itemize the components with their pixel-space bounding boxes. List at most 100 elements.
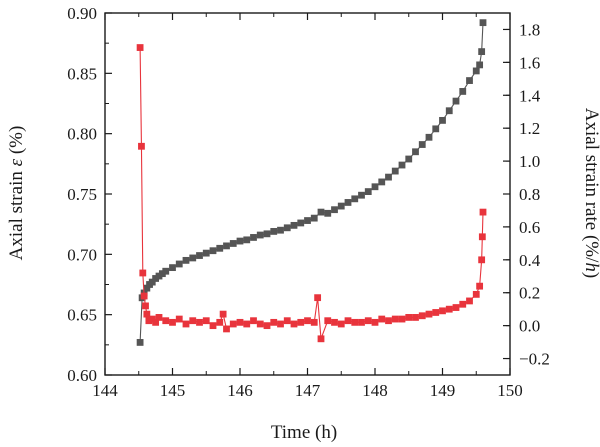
series-1-point xyxy=(136,339,144,346)
series-2-point xyxy=(478,233,486,241)
series-1-point xyxy=(459,88,467,95)
y-right-label-prefix: Axial strain rate (%/ xyxy=(581,108,600,263)
series-2-point xyxy=(152,318,160,326)
series-1-point xyxy=(223,242,230,250)
y-left-label-suffix: (%) xyxy=(6,126,27,159)
y-right-tick-label: 0.6 xyxy=(519,218,540,237)
y-right-tick-label: 1.6 xyxy=(519,53,540,72)
series-2-point xyxy=(425,310,433,318)
series-2-point xyxy=(277,320,284,328)
series-1-point xyxy=(202,249,210,257)
y-right-tick-label: 1.8 xyxy=(519,20,540,39)
series-1-point xyxy=(143,284,151,292)
x-tick-label: 150 xyxy=(497,381,523,400)
series-1-point xyxy=(418,141,426,148)
x-tick-label: 146 xyxy=(227,381,253,400)
series-1-point xyxy=(175,260,183,268)
series-2 xyxy=(136,44,487,343)
series-2-point xyxy=(175,315,183,323)
series-2-point xyxy=(472,290,480,298)
series-1-point xyxy=(162,267,170,275)
series-2-point xyxy=(196,318,203,326)
y-right-label-symbol: h xyxy=(581,262,600,272)
y-left-tick-label: 0.65 xyxy=(67,306,97,325)
series-1-point xyxy=(358,191,365,199)
series-2-point xyxy=(324,317,332,325)
series-1-point xyxy=(250,234,257,241)
series-1-point xyxy=(478,48,486,56)
series-2-point xyxy=(314,294,322,302)
series-2-point xyxy=(142,302,149,310)
series-2-point xyxy=(283,317,291,325)
x-tick-label: 148 xyxy=(362,381,388,400)
series-2-point xyxy=(243,320,251,328)
series-2-point xyxy=(202,317,210,325)
series-1-point xyxy=(148,278,156,286)
series-2-point xyxy=(290,320,298,328)
y-left-label-symbol: ε xyxy=(6,158,27,166)
series-2-point xyxy=(412,314,419,321)
series-2-point xyxy=(351,318,359,326)
series-2-point xyxy=(432,309,440,316)
series-1-point xyxy=(439,116,446,124)
x-tick-label: 149 xyxy=(430,381,456,400)
series-1-point xyxy=(351,195,359,203)
series-1-point xyxy=(297,219,305,227)
series-1-point xyxy=(317,208,325,216)
series-1-point xyxy=(476,61,484,69)
y-left-tick-label: 0.90 xyxy=(67,4,97,23)
series-2-point xyxy=(337,320,345,328)
series-layer xyxy=(136,19,487,346)
series-1-point xyxy=(385,173,392,181)
series-1-point xyxy=(364,188,372,195)
series-2-point xyxy=(143,310,151,318)
y-right-tick-label: −0.2 xyxy=(519,350,550,369)
series-1-point xyxy=(229,240,237,247)
series-1-point xyxy=(445,107,453,115)
y-left-label-prefix: Axial strain xyxy=(6,166,27,260)
series-2-point xyxy=(270,318,278,326)
series-2-point xyxy=(136,44,144,51)
series-1-point xyxy=(169,264,176,272)
series-1-point xyxy=(344,199,352,206)
series-2-point xyxy=(405,314,413,321)
y-left-tick-label: 0.60 xyxy=(67,366,97,385)
y-right-tick-label: 0.0 xyxy=(519,317,540,336)
y-right-tick-label: 1.2 xyxy=(519,119,540,138)
series-1-point xyxy=(263,230,271,238)
series-2-point xyxy=(452,304,460,311)
series-1-point xyxy=(236,237,244,245)
series-1-point xyxy=(412,148,419,156)
y-right-tick-label: 0.8 xyxy=(519,185,540,204)
plot-background xyxy=(105,13,510,375)
series-2-point xyxy=(476,282,484,290)
series-1-point xyxy=(472,67,480,75)
y-right-axis-label: Axial strain rate (%/h) xyxy=(581,108,600,278)
series-2-point xyxy=(371,318,379,326)
series-2-point xyxy=(236,318,244,326)
plot-area xyxy=(105,13,510,375)
series-2-point xyxy=(155,314,163,321)
series-2-point xyxy=(358,318,365,326)
series-1-point xyxy=(256,231,264,239)
series-1-point xyxy=(290,221,298,229)
y-right-tick-label: 0.4 xyxy=(519,251,541,270)
x-tick-label: 144 xyxy=(92,381,118,400)
series-2-point xyxy=(139,269,147,277)
series-2-point xyxy=(459,300,467,308)
series-1-point xyxy=(283,224,291,232)
y-right-tick-label: 1.0 xyxy=(519,152,540,171)
series-1-point xyxy=(182,256,190,264)
series-1-point xyxy=(270,228,278,235)
series-2-point xyxy=(378,315,386,323)
series-2-point xyxy=(263,322,271,330)
series-1-point xyxy=(196,252,203,259)
y-right-label-suffix: ) xyxy=(581,272,600,278)
series-2-point xyxy=(398,315,406,323)
series-2-point xyxy=(250,317,257,325)
series-2-point xyxy=(229,320,237,328)
series-1-point xyxy=(337,202,345,210)
series-2-point xyxy=(182,320,190,328)
series-1 xyxy=(136,19,487,346)
y-left-tick-label: 0.85 xyxy=(67,64,97,83)
